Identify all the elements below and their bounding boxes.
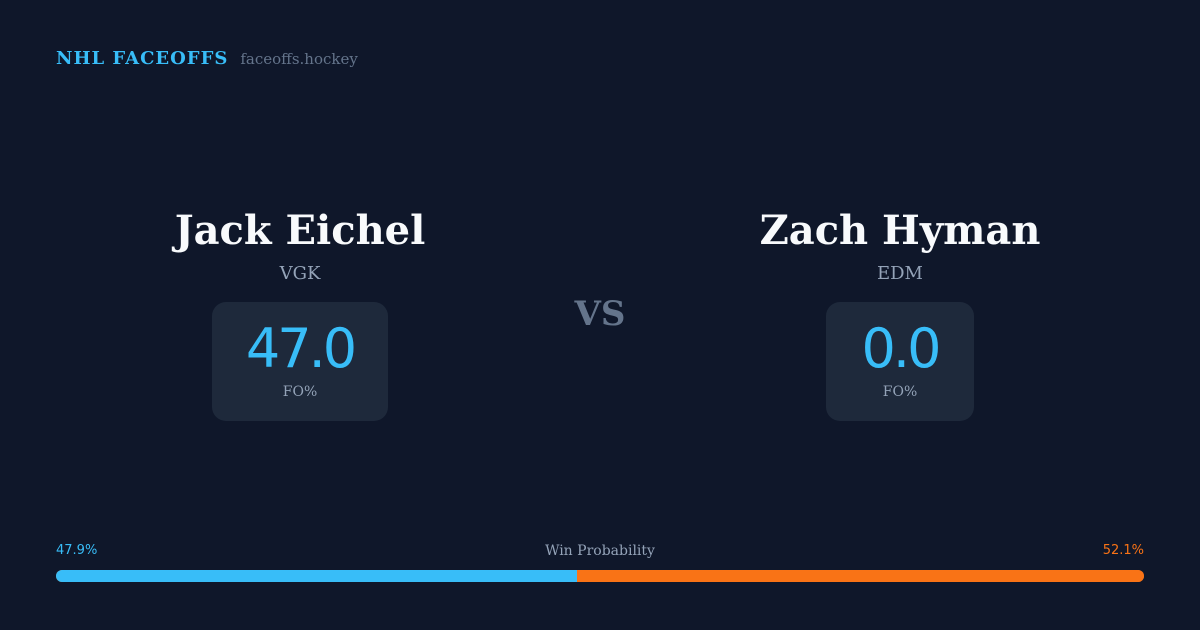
player-left: Jack Eichel VGK 47.0 FO% [100,205,500,421]
faceoff-stat-card: 47.0 FO% [212,302,388,421]
brand-site: faceoffs.hockey [240,50,358,68]
faceoff-label: FO% [882,384,918,400]
player-name: Zach Hyman [759,207,1041,254]
right-probability-fill [577,570,1144,582]
win-probability-labels: 47.9% Win Probability 52.1% [56,543,1144,563]
right-probability: 52.1% [1102,543,1144,558]
brand-header: NHL FACEOFFS faceoffs.hockey [56,48,358,69]
win-probability-title: Win Probability [545,543,655,559]
left-probability: 47.9% [56,543,98,558]
win-probability-bar [56,570,1144,582]
faceoff-label: FO% [282,384,318,400]
player-team: EDM [876,263,923,284]
faceoff-stat-card: 0.0 FO% [826,302,974,421]
brand-name: NHL FACEOFFS [56,48,229,69]
player-right: Zach Hyman EDM 0.0 FO% [700,205,1100,421]
faceoff-value: 0.0 [861,317,942,380]
player-name: Jack Eichel [174,207,426,254]
left-probability-fill [56,570,578,582]
player-team: VGK [279,263,321,284]
vs-label: VS [574,294,626,334]
faceoff-value: 47.0 [245,317,357,380]
